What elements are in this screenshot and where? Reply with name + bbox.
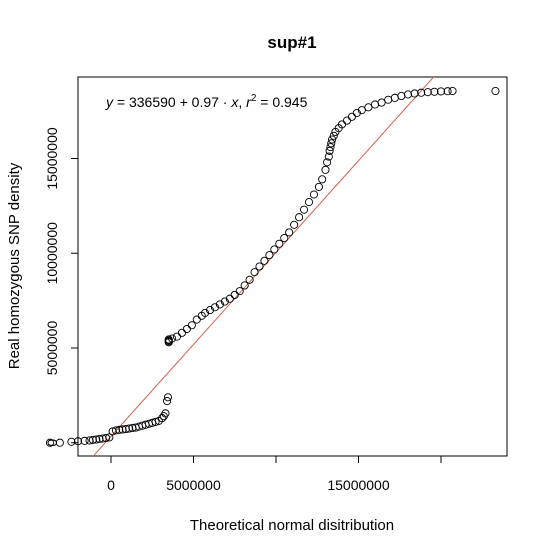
x-axis-label: Theoretical normal disitribution	[190, 517, 394, 534]
data-point	[193, 316, 200, 323]
x-axis: 0 5000000 15000000	[107, 456, 441, 493]
y-tick-label: 5000000	[44, 321, 60, 376]
data-point	[68, 438, 75, 445]
data-point	[296, 214, 303, 221]
x-tick-label: 0	[107, 477, 115, 493]
plot-frame	[78, 77, 507, 456]
data-point	[385, 96, 392, 103]
data-point	[449, 87, 456, 94]
data-point	[378, 99, 385, 106]
x-tick-label: 5000000	[166, 477, 221, 493]
data-point	[319, 176, 326, 183]
data-point	[178, 329, 185, 336]
y-tick-label: 10000000	[44, 222, 60, 285]
data-point	[315, 183, 322, 190]
eq-r2-value: = 0.945	[256, 94, 307, 110]
data-point	[371, 101, 378, 108]
data-point	[231, 291, 238, 298]
data-point	[173, 333, 180, 340]
data-point	[305, 198, 312, 205]
regression-line	[78, 0, 507, 473]
data-points	[46, 87, 499, 446]
eq-plus: +	[176, 94, 192, 110]
chart-title: sup#1	[267, 33, 316, 52]
y-axis: 0 5000000 10000000 15000000	[44, 127, 78, 447]
data-point	[183, 325, 190, 332]
eq-comma: ,	[238, 94, 246, 110]
data-point	[300, 206, 307, 213]
data-point	[310, 191, 317, 198]
data-point	[398, 92, 405, 99]
y-axis-label: Real homozygous SNP density	[6, 162, 23, 369]
data-point	[437, 88, 444, 95]
eq-intercept: 336590	[129, 94, 176, 110]
x-tick-label: 15000000	[327, 477, 390, 493]
regression-equation: y = 336590 + 0.97 · x, r2 = 0.945	[105, 93, 308, 110]
eq-slope: 0.97	[192, 94, 219, 110]
data-point	[365, 104, 372, 111]
data-point	[404, 91, 411, 98]
data-point	[431, 88, 438, 95]
data-point	[391, 94, 398, 101]
data-point	[411, 90, 418, 97]
data-point	[492, 87, 499, 94]
data-point	[343, 117, 350, 124]
data-point	[424, 89, 431, 96]
eq-equals: =	[113, 94, 129, 110]
eq-dot: ·	[219, 94, 231, 110]
y-tick-label: 15000000	[44, 127, 60, 190]
data-point	[322, 166, 329, 173]
data-point	[286, 229, 293, 236]
data-point	[291, 221, 298, 228]
data-point	[348, 113, 355, 120]
